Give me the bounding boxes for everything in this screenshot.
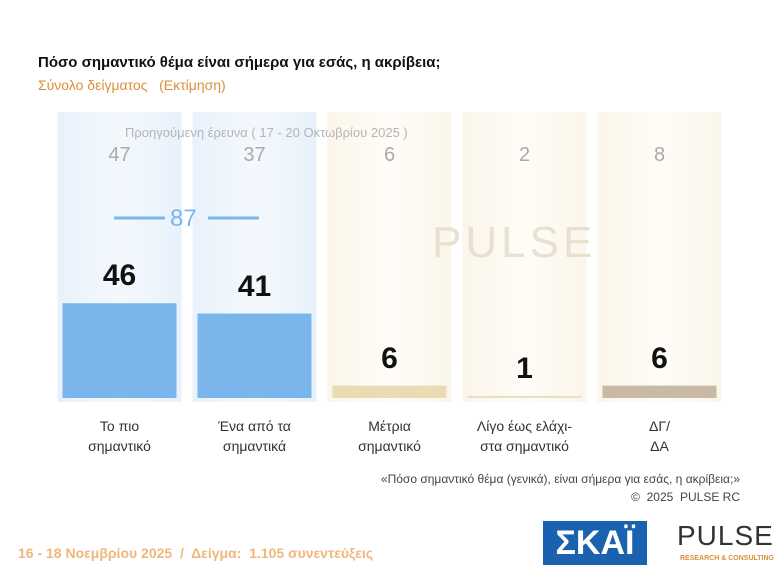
value-label: 6: [651, 341, 668, 375]
value-label: 6: [381, 341, 398, 375]
pulse-tagline: RESEARCH & CONSULTING: [680, 555, 774, 562]
title: Πόσο σημαντικό θέμα είναι σήμερα για εσά…: [38, 54, 441, 71]
bar: [197, 313, 312, 398]
x-tick-label: Λίγο έως ελάχι- στα σημαντικό: [476, 418, 573, 454]
value-label: 41: [237, 269, 272, 303]
pulse-logo: PULSE: [677, 520, 774, 551]
skai-logo: ΣΚΑΪ: [543, 521, 647, 565]
column-background: [327, 112, 452, 402]
value-label: 46: [102, 259, 137, 293]
bar: [467, 395, 582, 398]
x-tick-label: ΔΓ/ ΔΑ: [649, 418, 670, 454]
copyright: © 2025 PULSE RC: [631, 490, 740, 504]
previous-value: 2: [518, 144, 531, 166]
combined-value: 87: [170, 205, 197, 232]
watermark: PULSE: [432, 218, 597, 267]
value-label: 1: [516, 351, 533, 385]
column-background: [597, 112, 722, 402]
bar: [332, 385, 447, 398]
previous-value: 37: [243, 144, 266, 166]
previous-value: 47: [108, 144, 131, 166]
footnote: «Πόσο σημαντικό θέμα (γενικά), είναι σήμ…: [380, 472, 740, 486]
previous-value: 8: [653, 144, 666, 166]
previous-label: Προηγούμενη έρευνα ( 17 - 20 Οκτωβρίου 2…: [125, 125, 408, 140]
subtitle: Σύνολο δείγματος (Εκτίμηση): [38, 77, 226, 93]
previous-value: 6: [383, 144, 396, 166]
footer: 16 - 18 Νοεμβρίου 2025 / Δείγμα: 1.105 σ…: [18, 545, 374, 561]
column-background: [462, 112, 587, 402]
bar: [602, 385, 717, 398]
x-tick-label: Μέτρια σημαντικό: [358, 418, 421, 454]
bar: [62, 303, 177, 398]
x-tick-label: Ένα από τα σημαντικά: [218, 418, 291, 454]
x-tick-label: Το πιο σημαντικό: [88, 418, 151, 454]
